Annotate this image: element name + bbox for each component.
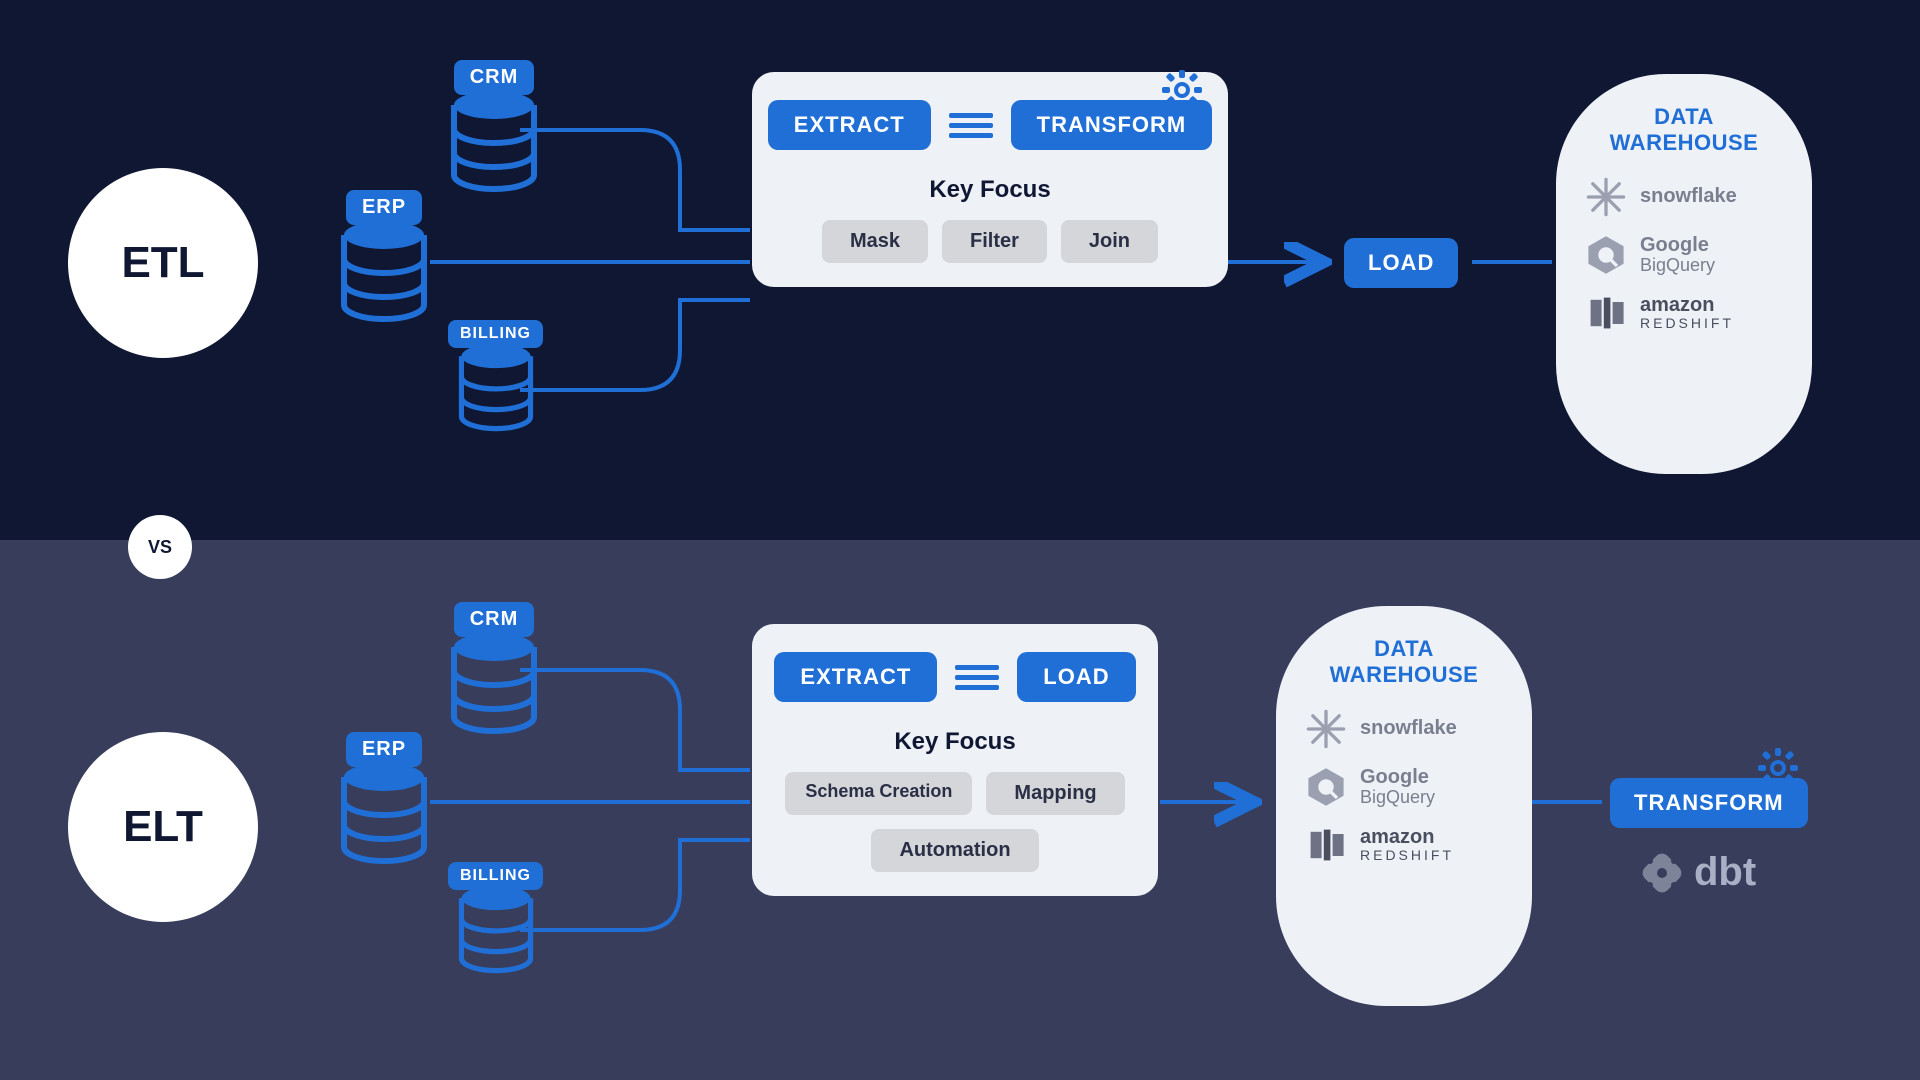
source-billing-label: BILLING <box>448 320 543 348</box>
load-pill-label: LOAD <box>1368 250 1434 275</box>
vs-label: VS <box>148 537 172 558</box>
pill-row: EXTRACT LOAD <box>774 652 1135 702</box>
source-billing-label: BILLING <box>448 862 543 890</box>
bigquery-label-2: BigQuery <box>1640 256 1715 275</box>
source-erp: ERP <box>340 190 428 331</box>
etl-warehouse: DATA WAREHOUSE snowflake GoogleBigQuery … <box>1556 74 1812 474</box>
redshift-label-1: amazon <box>1360 827 1454 848</box>
loadola-pill: LOAD <box>1017 652 1135 702</box>
chip-mapping: Mapping <box>986 772 1124 815</box>
etl-panel: ETL CRM ERP BILLING EXTRACT TRANSFORM <box>0 0 1920 540</box>
bigquery-label-2: BigQuery <box>1360 788 1435 807</box>
etl-badge: ETL <box>68 168 258 358</box>
cylinder-icon <box>340 221 428 331</box>
source-crm-label: CRM <box>454 602 535 637</box>
transform-pill-label: TRANSFORM <box>1634 790 1784 815</box>
extract-pill-label: EXTRACT <box>800 664 911 689</box>
dbt-icon <box>1640 851 1684 895</box>
source-erp-label: ERP <box>346 732 422 767</box>
transform-pill-label: TRANSFORM <box>1037 112 1187 137</box>
warehouse-item-snowflake: snowflake <box>1304 707 1504 751</box>
source-crm-elt: CRM <box>450 602 538 743</box>
warehouse-title-1: DATA <box>1374 636 1434 661</box>
bigquery-icon <box>1584 233 1628 277</box>
warehouse-item-bigquery: GoogleBigQuery <box>1304 765 1504 809</box>
chip-group: Schema Creation Mapping Automation <box>785 772 1125 872</box>
redshift-label-2: REDSHIFT <box>1640 316 1734 331</box>
source-crm-label: CRM <box>454 60 535 95</box>
chip-automation: Automation <box>871 829 1038 872</box>
snowflake-label: snowflake <box>1360 718 1457 739</box>
bigquery-icon <box>1304 765 1348 809</box>
etl-badge-label: ETL <box>121 238 204 288</box>
equals-icon <box>949 113 993 138</box>
warehouse-title: DATA WAREHOUSE <box>1610 104 1759 157</box>
key-focus-title: Key Focus <box>929 176 1050 204</box>
snowflake-icon <box>1584 175 1628 219</box>
warehouse-item-bigquery: GoogleBigQuery <box>1584 233 1784 277</box>
cylinder-icon <box>450 633 538 743</box>
cylinder-icon <box>340 763 428 873</box>
transform-pill: TRANSFORM <box>1011 100 1213 150</box>
source-erp-elt: ERP <box>340 732 428 873</box>
equals-icon <box>955 665 999 690</box>
redshift-icon <box>1584 291 1628 335</box>
elt-warehouse: DATA WAREHOUSE snowflake GoogleBigQuery … <box>1276 606 1532 1006</box>
bigquery-label-1: Google <box>1360 767 1435 788</box>
chip-filter: Filter <box>942 220 1047 263</box>
chip-mask: Mask <box>822 220 928 263</box>
source-billing: BILLING <box>448 320 543 439</box>
redshift-label-1: amazon <box>1640 295 1734 316</box>
elt-badge: ELT <box>68 732 258 922</box>
elt-panel: ELT CRM ERP BILLING EXTRACT LOAD Key Foc… <box>0 540 1920 1080</box>
source-crm: CRM <box>450 60 538 201</box>
extract-pill-label: EXTRACT <box>794 112 905 137</box>
cylinder-icon <box>458 886 534 981</box>
gear-icon <box>1162 70 1202 110</box>
bigquery-label-1: Google <box>1640 235 1715 256</box>
warehouse-title-1: DATA <box>1654 104 1714 129</box>
redshift-label-2: REDSHIFT <box>1360 848 1454 863</box>
warehouse-title-2: WAREHOUSE <box>1330 662 1479 687</box>
chip-group: Mask Filter Join <box>822 220 1158 263</box>
dbt-text: dbt <box>1694 850 1756 895</box>
cylinder-icon <box>458 344 534 439</box>
etl-process-card: EXTRACT TRANSFORM Key Focus Mask Filter … <box>752 72 1228 287</box>
warehouse-title-2: WAREHOUSE <box>1610 130 1759 155</box>
chip-schema: Schema Creation <box>785 772 972 815</box>
chip-join: Join <box>1061 220 1158 263</box>
transform-pill: TRANSFORM <box>1610 778 1808 828</box>
snowflake-icon <box>1304 707 1348 751</box>
key-focus-title: Key Focus <box>894 728 1015 756</box>
pill-row: EXTRACT TRANSFORM <box>768 100 1212 150</box>
warehouse-title: DATA WAREHOUSE <box>1330 636 1479 689</box>
elt-badge-label: ELT <box>123 802 203 852</box>
warehouse-item-snowflake: snowflake <box>1584 175 1784 219</box>
cylinder-icon <box>450 91 538 201</box>
elt-process-card: EXTRACT LOAD Key Focus Schema Creation M… <box>752 624 1158 896</box>
vs-badge: VS <box>128 515 192 579</box>
extract-pill: EXTRACT <box>774 652 937 702</box>
source-billing-elt: BILLING <box>448 862 543 981</box>
load-pill-label: LOAD <box>1043 664 1109 689</box>
snowflake-label: snowflake <box>1640 186 1737 207</box>
extract-pill: EXTRACT <box>768 100 931 150</box>
redshift-icon <box>1304 823 1348 867</box>
source-erp-label: ERP <box>346 190 422 225</box>
load-pill: LOAD <box>1344 238 1458 288</box>
warehouse-item-redshift: amazonREDSHIFT <box>1304 823 1504 867</box>
warehouse-item-redshift: amazonREDSHIFT <box>1584 291 1784 335</box>
gear-icon <box>1758 748 1798 788</box>
dbt-label: dbt <box>1640 850 1756 895</box>
